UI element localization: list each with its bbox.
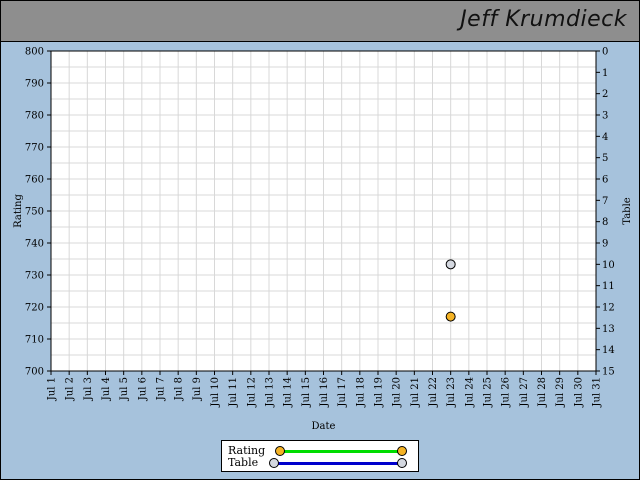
- x-tick-label: Jul 24: [464, 377, 475, 408]
- y-tick-label: 740: [25, 239, 44, 250]
- x-tick-label: Jul 28: [537, 377, 548, 408]
- y-tick-label: 790: [25, 79, 44, 90]
- x-tick-label: Jul 22: [428, 377, 439, 408]
- y-tick-label: 720: [25, 303, 44, 314]
- y-tick-label: 770: [25, 143, 44, 154]
- y2-tick-label: 15: [602, 367, 615, 378]
- x-tick-label: Jul 2: [65, 377, 76, 401]
- x-tick-label: Jul 23: [446, 377, 457, 408]
- legend-marker-rating-start: [275, 446, 285, 456]
- x-tick-label: Jul 21: [410, 377, 421, 408]
- x-tick-label: Jul 26: [501, 377, 512, 408]
- y-tick-label: 780: [25, 111, 44, 122]
- data-point-rating: [445, 311, 456, 322]
- x-tick-label: Jul 13: [265, 377, 276, 408]
- y2-tick-label: 2: [602, 89, 608, 100]
- x-tick-label: Jul 29: [555, 377, 566, 408]
- y-tick-label: 750: [25, 207, 44, 218]
- legend-line-rating: [280, 450, 402, 453]
- header-bar: Jeff Krumdieck: [1, 1, 639, 42]
- x-tick-label: Jul 3: [83, 377, 94, 401]
- x-tick-label: Jul 11: [228, 377, 239, 408]
- y2-tick-label: 6: [602, 175, 608, 186]
- x-tick-label: Jul 19: [374, 377, 385, 408]
- y2-tick-label: 11: [602, 281, 615, 292]
- x-tick-label: Jul 12: [246, 377, 257, 408]
- y2-tick-label: 12: [602, 303, 615, 314]
- x-tick-label: Jul 30: [573, 377, 584, 408]
- legend-marker-table-start: [269, 458, 279, 468]
- x-tick-label: Jul 17: [337, 377, 348, 408]
- x-tick-label: Jul 15: [301, 377, 312, 408]
- y2-tick-label: 0: [602, 47, 608, 58]
- legend-label-table: Table: [228, 456, 259, 469]
- y2-tick-label: 1: [602, 68, 608, 79]
- legend-label-rating: Rating: [228, 444, 266, 457]
- y-tick-label: 730: [25, 271, 44, 282]
- y-axis-title: Rating: [13, 194, 24, 228]
- x-tick-label: Jul 18: [355, 377, 366, 408]
- y2-tick-label: 8: [602, 217, 608, 228]
- legend-marker-table-end: [397, 458, 407, 468]
- x-axis-title: Date: [312, 421, 336, 432]
- y2-tick-label: 4: [602, 132, 608, 143]
- legend-marker-rating-end: [397, 446, 407, 456]
- x-tick-label: Jul 6: [137, 377, 148, 401]
- y2-tick-label: 13: [602, 324, 615, 335]
- y2-axis-title: Table: [622, 197, 633, 224]
- x-tick-label: Jul 14: [283, 377, 294, 408]
- x-tick-label: Jul 9: [192, 377, 203, 401]
- y2-tick-label: 10: [602, 260, 615, 271]
- y2-tick-label: 14: [602, 345, 615, 356]
- x-tick-label: Jul 7: [156, 377, 167, 401]
- y2-tick-label: 7: [602, 196, 608, 207]
- x-tick-label: Jul 8: [174, 377, 185, 401]
- y-tick-label: 800: [25, 47, 44, 58]
- y-tick-label: 710: [25, 335, 44, 346]
- x-tick-label: Jul 25: [483, 377, 494, 408]
- y-tick-label: 760: [25, 175, 44, 186]
- y-tick-label: 700: [25, 367, 44, 378]
- legend: Rating Table: [221, 440, 419, 472]
- x-tick-label: Jul 27: [519, 377, 530, 408]
- data-point-table: [445, 259, 456, 270]
- x-tick-label: Jul 1: [47, 377, 58, 401]
- player-name: Jeff Krumdieck: [460, 7, 627, 32]
- y2-tick-label: 3: [602, 111, 608, 122]
- x-tick-label: Jul 16: [319, 377, 330, 408]
- x-tick-label: Jul 20: [392, 377, 403, 408]
- x-tick-label: Jul 5: [119, 377, 130, 401]
- x-tick-label: Jul 4: [101, 377, 112, 401]
- y2-tick-label: 9: [602, 239, 608, 250]
- y2-tick-label: 5: [602, 153, 608, 164]
- x-tick-label: Jul 31: [592, 377, 603, 408]
- legend-line-table: [274, 462, 402, 465]
- x-tick-label: Jul 10: [210, 377, 221, 408]
